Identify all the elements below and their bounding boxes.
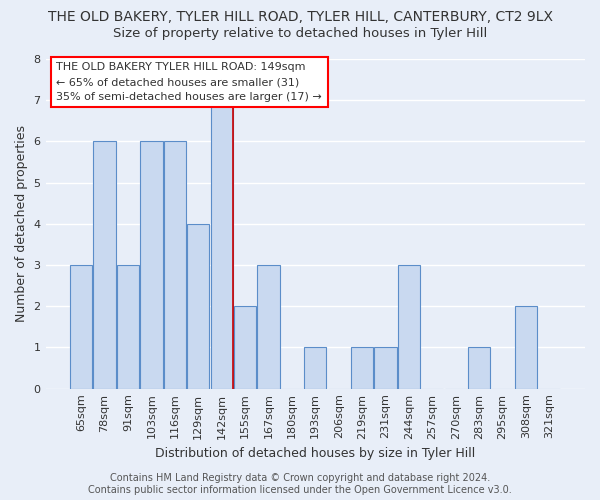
Bar (187, 224, 209, 388)
Text: Size of property relative to detached houses in Tyler Hill: Size of property relative to detached ho… (113, 28, 487, 40)
Text: THE OLD BAKERY TYLER HILL ROAD: 149sqm
← 65% of detached houses are smaller (31): THE OLD BAKERY TYLER HILL ROAD: 149sqm ←… (56, 62, 322, 102)
Bar (515, 306, 537, 388)
Bar (257, 265, 280, 388)
X-axis label: Distribution of detached houses by size in Tyler Hill: Distribution of detached houses by size … (155, 447, 475, 460)
Bar (164, 142, 186, 388)
Bar (304, 348, 326, 389)
Bar (117, 265, 139, 388)
Bar (211, 100, 233, 388)
Bar (140, 142, 163, 388)
Y-axis label: Number of detached properties: Number of detached properties (15, 126, 28, 322)
Bar (94, 142, 116, 388)
Bar (351, 348, 373, 389)
Bar (468, 348, 490, 389)
Bar (374, 348, 397, 389)
Text: Contains HM Land Registry data © Crown copyright and database right 2024.
Contai: Contains HM Land Registry data © Crown c… (88, 474, 512, 495)
Bar (70, 265, 92, 388)
Bar (234, 306, 256, 388)
Bar (398, 265, 420, 388)
Text: THE OLD BAKERY, TYLER HILL ROAD, TYLER HILL, CANTERBURY, CT2 9LX: THE OLD BAKERY, TYLER HILL ROAD, TYLER H… (47, 10, 553, 24)
